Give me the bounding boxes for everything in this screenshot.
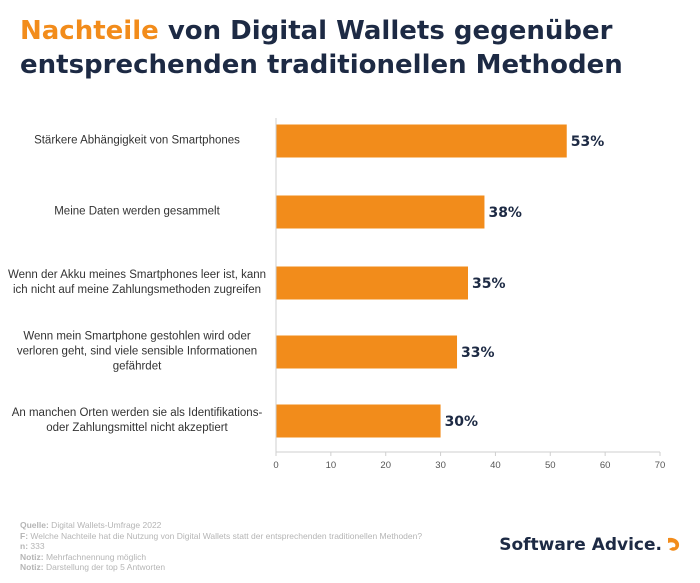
footer-key: Notiz: (20, 562, 44, 572)
category-label-line: verloren geht, sind viele sensible Infor… (16, 345, 258, 358)
footer-line: Quelle: Digital Wallets-Umfrage 2022 (20, 520, 422, 531)
category-label: Stärkere Abhängigkeit von Smartphones (2, 134, 272, 149)
brand-name: Software Advice. (499, 535, 662, 555)
x-tick-label: 0 (273, 460, 278, 471)
bar-value-label: 30% (445, 414, 479, 430)
category-label-line: Wenn der Akku meines Smartphones leer is… (7, 269, 267, 281)
footer-text: Digital Wallets-Umfrage 2022 (48, 520, 162, 530)
bar (276, 124, 567, 158)
footer-key: Quelle: (20, 520, 49, 530)
category-label-line: Meine Daten werden gesammelt (54, 205, 220, 218)
category-label: Wenn mein Smartphone gestohlen wird oder… (2, 330, 272, 375)
bar (276, 335, 458, 369)
x-tick-label: 20 (380, 460, 391, 471)
footer-line: n: 333 (20, 541, 422, 552)
category-label-line: Stärkere Abhängigkeit von Smartphones (34, 134, 240, 147)
footer-text: Mehrfachnennung möglich (43, 551, 147, 562)
chart-title: Nachteile von Digital Wallets gegenüber … (20, 14, 680, 82)
category-label-line: ich nicht auf meine Zahlungsmethoden zug… (12, 284, 262, 296)
footer-key: n: (20, 541, 29, 551)
bar (276, 195, 485, 229)
category-label: Wenn der Akku meines Smartphones leer is… (2, 268, 272, 298)
x-tick-label: 10 (326, 460, 337, 471)
category-label-line: oder Zahlungsmittel nicht akzeptiert (46, 422, 228, 434)
x-tick-label: 40 (490, 460, 501, 471)
footer-line: Notiz: Mehrfachnennung möglich (20, 552, 422, 563)
brand-logo: Software Advice. (499, 535, 682, 555)
x-tick-label: 60 (600, 460, 611, 471)
category-label-line: An manchen Orten werden sie als Identifi… (11, 407, 263, 419)
footer-line: Notiz: Darstellung der top 5 Antworten (20, 562, 422, 573)
bar-value-label: 33% (461, 345, 495, 361)
software-advice-logo-icon (668, 537, 680, 551)
title-rest: von Digital Wallets gegenüber entspreche… (20, 16, 623, 80)
footer-text: 333 (28, 541, 45, 551)
bar-value-label: 53% (571, 134, 605, 150)
category-label: An manchen Orten werden sie als Identifi… (2, 406, 272, 436)
footer-key: F: (20, 530, 29, 541)
bar (276, 266, 468, 300)
category-label-line: gefährdet (112, 360, 162, 373)
category-label-line: Wenn mein Smartphone gestohlen wird oder (23, 330, 251, 343)
x-tick-label: 30 (435, 460, 446, 471)
footer-text: Welche Nachteile hat die Nutzung von Dig… (28, 530, 423, 541)
bar-value-label: 38% (488, 205, 522, 221)
chart-footer: Quelle: Digital Wallets-Umfrage 2022 F: W… (20, 520, 422, 573)
x-tick-label: 70 (655, 460, 666, 471)
category-label: Meine Daten werden gesammelt (2, 205, 272, 220)
bar (276, 404, 441, 438)
title-accent: Nachteile (20, 16, 159, 46)
bar-value-label: 35% (472, 276, 506, 292)
footer-key: Notiz: (20, 551, 44, 562)
footer-line: F: Welche Nachteile hat die Nutzung von … (20, 531, 422, 542)
bar-chart: 0 10 20 30 40 50 60 70 53% 38% 35% 33% 30% (273, 118, 666, 471)
footer-text: Darstellung der top 5 Antworten (43, 562, 166, 572)
x-tick-label: 50 (545, 460, 556, 471)
